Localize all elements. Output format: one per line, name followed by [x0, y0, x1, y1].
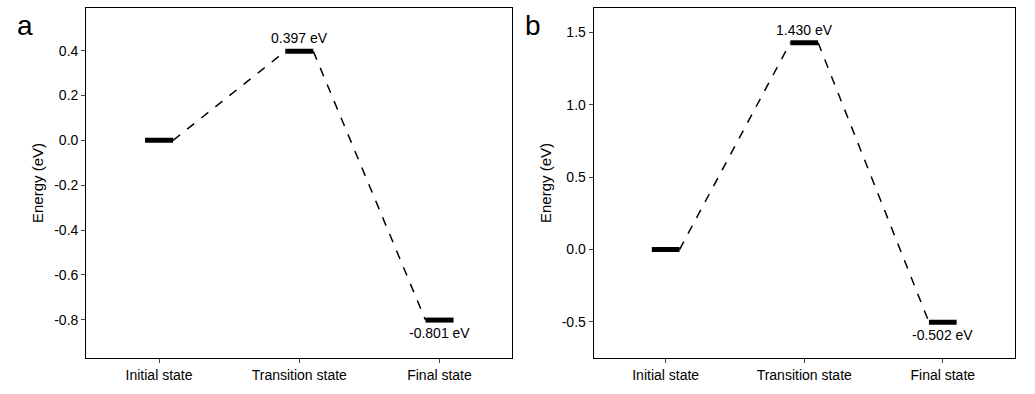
- svg-text:-0.4: -0.4: [54, 222, 78, 238]
- svg-text:Final state: Final state: [407, 367, 472, 383]
- svg-text:-0.8: -0.8: [54, 312, 78, 328]
- svg-text:1.430 eV: 1.430 eV: [776, 22, 833, 38]
- svg-text:1.0: 1.0: [566, 97, 586, 113]
- svg-text:0.5: 0.5: [566, 169, 586, 185]
- svg-text:0.4: 0.4: [59, 43, 79, 59]
- svg-text:-0.5: -0.5: [562, 314, 586, 330]
- svg-text:0.0: 0.0: [59, 132, 79, 148]
- svg-text:-0.6: -0.6: [54, 267, 78, 283]
- svg-text:Initial state: Initial state: [126, 367, 193, 383]
- svg-text:Final state: Final state: [910, 367, 975, 383]
- svg-text:0.0: 0.0: [566, 241, 586, 257]
- svg-text:0.397 eV: 0.397 eV: [271, 30, 328, 46]
- svg-text:Initial state: Initial state: [632, 367, 699, 383]
- svg-text:1.5: 1.5: [566, 24, 586, 40]
- svg-text:-0.2: -0.2: [54, 177, 78, 193]
- svg-text:0.2: 0.2: [59, 87, 79, 103]
- svg-text:Energy (eV): Energy (eV): [29, 143, 46, 223]
- svg-text:b: b: [525, 10, 541, 41]
- svg-text:-0.502 eV: -0.502 eV: [912, 327, 973, 343]
- svg-text:-0.801 eV: -0.801 eV: [409, 325, 470, 341]
- svg-text:Energy (eV): Energy (eV): [537, 143, 554, 223]
- svg-text:Transition state: Transition state: [252, 367, 347, 383]
- svg-text:Transition state: Transition state: [757, 367, 852, 383]
- svg-text:a: a: [17, 10, 33, 41]
